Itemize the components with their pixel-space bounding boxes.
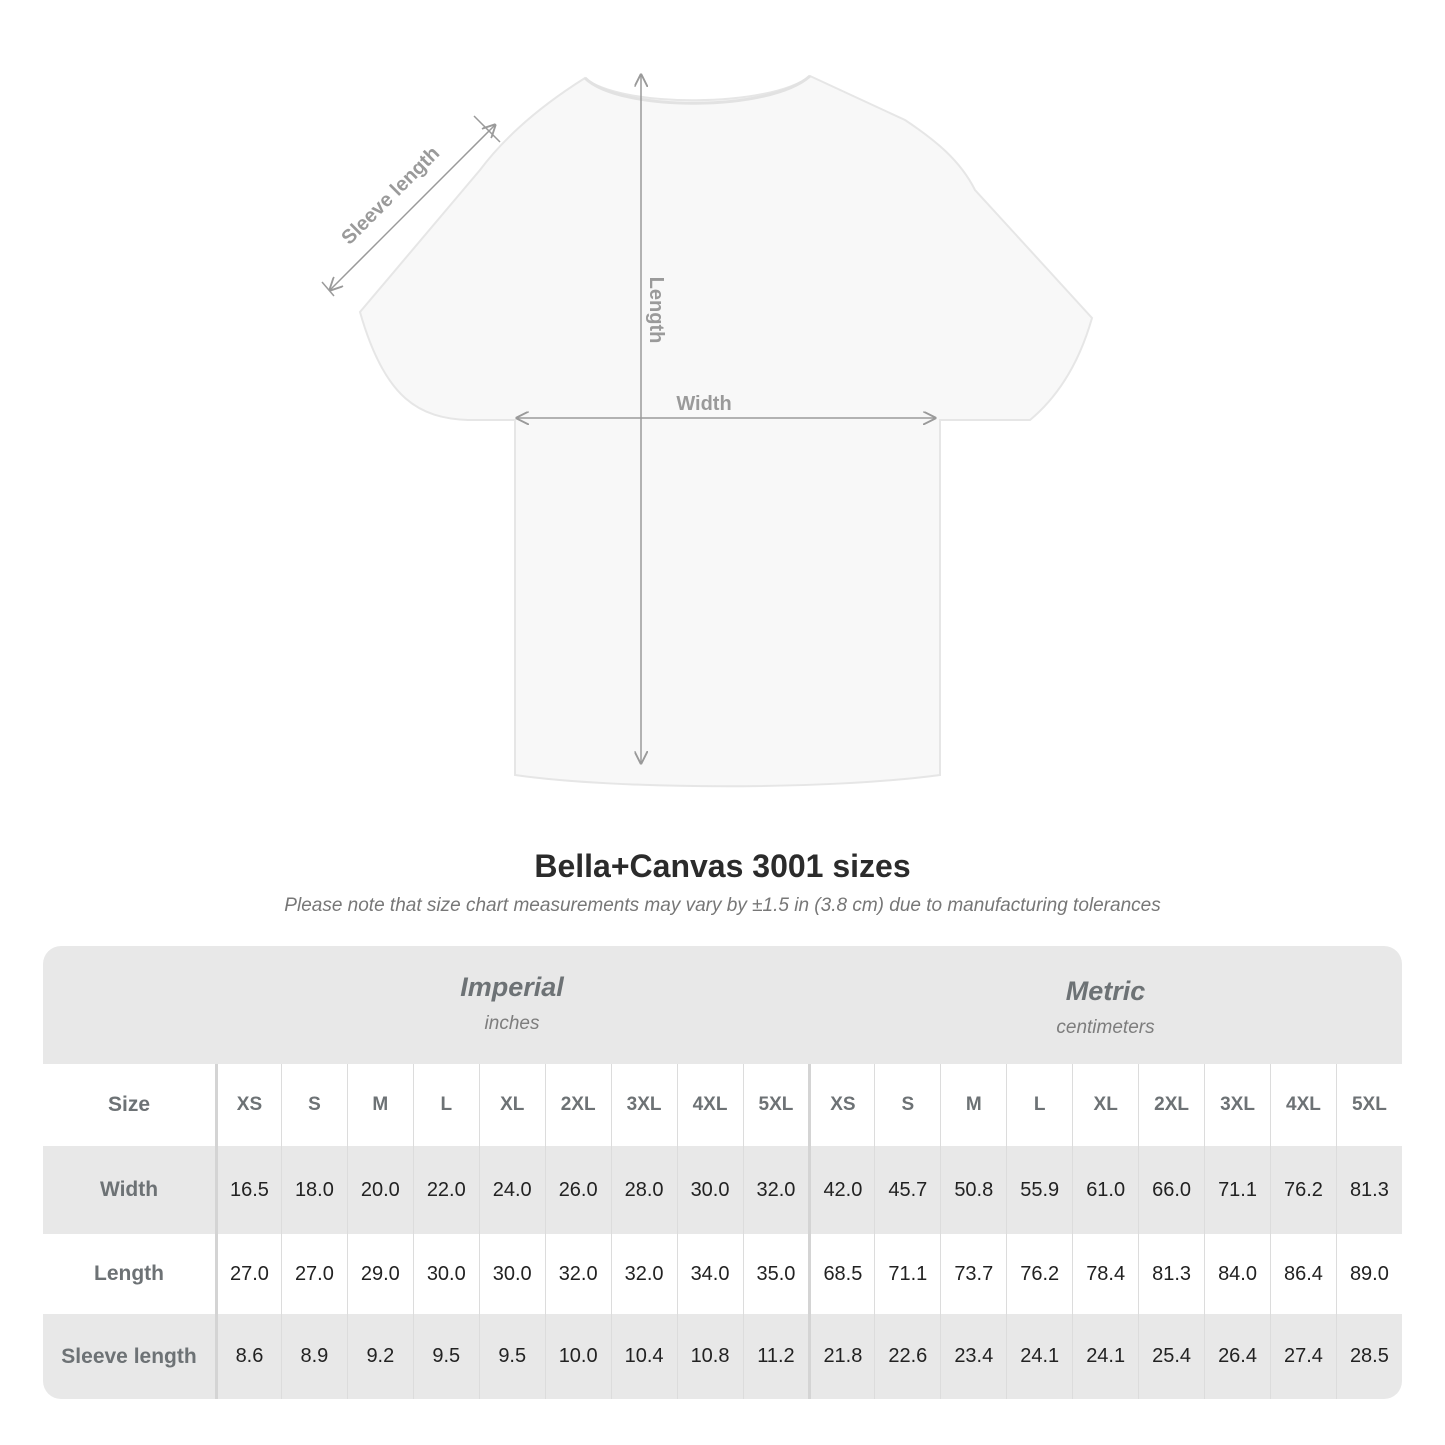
table-row: Width 16.5 18.0 20.0 22.0 24.0 26.0 28.0 30.0 32.… [43,1146,1402,1234]
size-header-cell: 2XL [1138,1064,1204,1146]
row-label: Length [94,1262,164,1285]
value-cell: 71.1 [874,1234,940,1314]
size-header-cell: S [280,1064,347,1146]
row-label: Sleeve length [61,1344,197,1368]
table-row: Sleeve length 8.6 8.9 9.2 9.5 9.5 10.0 10.4 10.8… [43,1314,1402,1399]
value-cell: 30.0 [676,1146,743,1234]
value-cell: 10.8 [676,1314,743,1399]
size-header-cell: S [874,1064,940,1146]
value-cell: 9.5 [412,1314,479,1399]
value-cell: 78.4 [1072,1234,1138,1314]
size-header-cell: 5XL [742,1064,809,1146]
sleeve-length-arrow [330,125,495,290]
imperial-header: Imperial inches [215,946,809,1090]
value-cell: 42.0 [808,1146,874,1234]
value-cell: 32.0 [544,1234,611,1314]
value-cell: 76.2 [1270,1146,1336,1234]
value-cell: 34.0 [676,1234,743,1314]
value-cell: 35.0 [742,1234,809,1314]
value-cell: 81.3 [1138,1234,1204,1314]
value-cell: 73.7 [940,1234,1006,1314]
value-cell: 10.0 [544,1314,611,1399]
size-header-cell: M [940,1064,1006,1146]
value-cell: 66.0 [1138,1146,1204,1234]
value-cell: 16.5 [215,1146,281,1234]
value-cell: 81.3 [1335,1146,1402,1234]
size-header-cell: XL [1072,1064,1138,1146]
size-header-cell: XS [808,1064,874,1146]
value-cell: 22.0 [412,1146,479,1234]
page-title: Bella+Canvas 3001 sizes [534,848,911,884]
size-row: Size XS S M L XL 2XL 3XL 4XL 5XL XS S M L XL 2XL 3XL 4XL… [43,1064,1402,1146]
size-header-cell: 4XL [1270,1064,1336,1146]
size-header-cell: 4XL [676,1064,743,1146]
length-label: Length [645,277,667,344]
value-cell: 22.6 [874,1314,940,1399]
value-cell: 28.0 [610,1146,677,1234]
value-cell: 89.0 [1335,1234,1402,1314]
size-header-cell: 3XL [1204,1064,1270,1146]
metric-unit: centimeters [1056,1017,1155,1038]
size-header-cell: 5XL [1335,1064,1402,1146]
value-cell: 50.8 [940,1146,1006,1234]
row-label: Width [99,1178,159,1201]
value-cell: 26.0 [544,1146,611,1234]
size-header-cell: 2XL [544,1064,611,1146]
value-cell: 20.0 [346,1146,413,1234]
tolerance-note: Please note that size chart measurements… [284,895,1161,916]
value-cell: 18.0 [280,1146,347,1234]
value-cell: 27.0 [215,1234,281,1314]
value-cell: 71.1 [1204,1146,1270,1234]
value-cell: 24.0 [478,1146,545,1234]
value-cell: 32.0 [610,1234,677,1314]
imperial-unit: inches [484,1013,540,1034]
value-cell: 32.0 [742,1146,809,1234]
width-label: Width [676,393,731,415]
value-cell: 76.2 [1006,1234,1072,1314]
value-cell: 10.4 [610,1314,677,1399]
value-cell: 8.6 [215,1314,281,1399]
imperial-title: Imperial [460,972,564,1002]
value-cell: 30.0 [412,1234,479,1314]
value-cell: 8.9 [280,1314,347,1399]
value-cell: 61.0 [1072,1146,1138,1234]
tshirt-shape [358,74,1094,788]
size-table: Imperial inches Metric centimeters Size … [43,946,1402,1399]
metric-header: Metric centimeters [809,946,1402,1094]
value-cell: 9.2 [346,1314,413,1399]
value-cell: 29.0 [346,1234,413,1314]
size-header-cell: M [346,1064,413,1146]
value-cell: 24.1 [1006,1314,1072,1399]
size-header-cell: L [1006,1064,1072,1146]
value-cell: 84.0 [1204,1234,1270,1314]
value-cell: 23.4 [940,1314,1006,1399]
value-cell: 24.1 [1072,1314,1138,1399]
value-cell: 55.9 [1006,1146,1072,1234]
value-cell: 86.4 [1270,1234,1336,1314]
value-cell: 27.4 [1270,1314,1336,1399]
value-cell: 21.8 [808,1314,874,1399]
value-cell: 27.0 [280,1234,347,1314]
value-cell: 68.5 [808,1234,874,1314]
value-cell: 45.7 [874,1146,940,1234]
table-row: Length 27.0 27.0 29.0 30.0 30.0 32.0 32.0 34.0 35… [43,1234,1402,1314]
value-cell: 30.0 [478,1234,545,1314]
size-header-cell: XL [478,1064,545,1146]
value-cell: 25.4 [1138,1314,1204,1399]
value-cell: 11.2 [742,1314,809,1399]
size-label: Size [107,1093,151,1116]
tshirt-diagram: Sleeve length Length Width [321,0,1094,788]
metric-title: Metric [1065,976,1146,1006]
size-header-cell: L [412,1064,479,1146]
size-header-cell: XS [215,1064,281,1146]
value-cell: 28.5 [1335,1314,1402,1399]
value-cell: 26.4 [1204,1314,1270,1399]
size-header-cell: 3XL [610,1064,677,1146]
value-cell: 9.5 [478,1314,545,1399]
